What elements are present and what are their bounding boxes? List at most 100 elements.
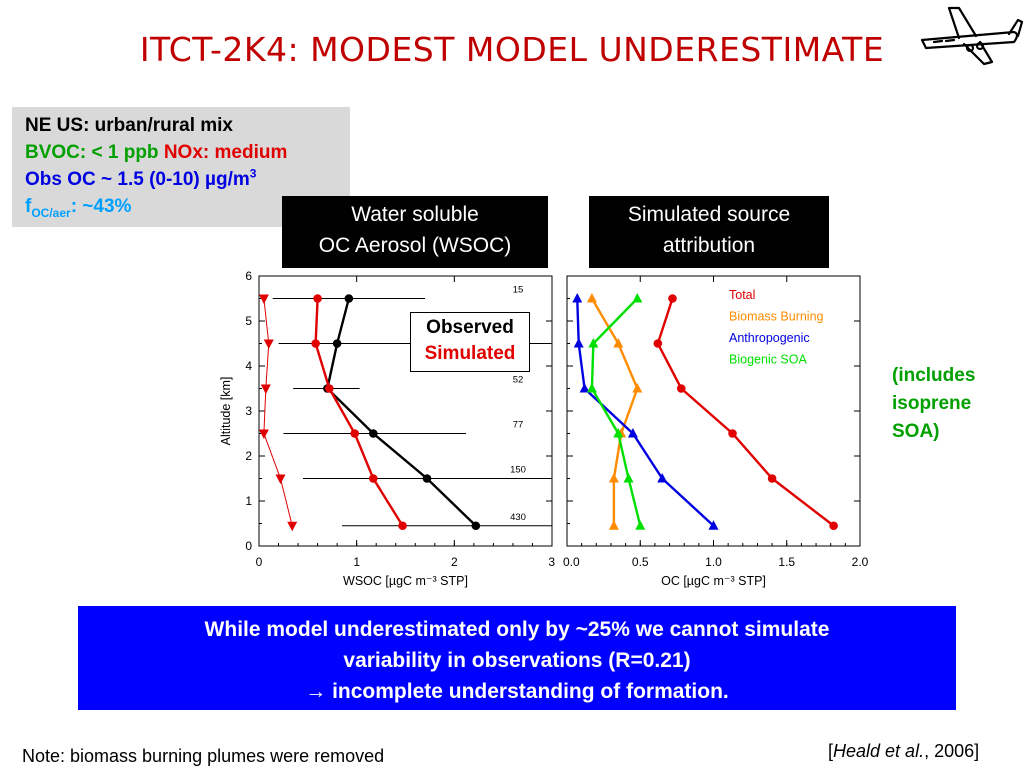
- oc-data-point: [632, 293, 643, 303]
- oc-series-line-2: [576, 298, 715, 527]
- conclusion-box: While model underestimated only by ~25% …: [78, 606, 956, 710]
- oc-data-point: [653, 339, 663, 348]
- oc-data-point: [608, 473, 619, 483]
- foc-label: f: [25, 196, 32, 217]
- isoprene-note: (includes isoprene SOA): [892, 362, 975, 446]
- citation-rest: , 2006]: [924, 741, 980, 761]
- oc-data-point: [579, 383, 590, 393]
- isoprene-note-line3: SOA): [892, 421, 940, 442]
- slide-title: ITCT-2K4: MODEST MODEL UNDERESTIMATE: [139, 30, 885, 69]
- oc-data-point: [767, 474, 777, 483]
- oc-data-point: [573, 338, 584, 348]
- wsoc-data-point: [368, 474, 378, 483]
- foc-subscript: OC/aer: [31, 205, 71, 220]
- oc-data-point: [676, 384, 686, 393]
- oc-data-point: [728, 429, 737, 438]
- nox-text: NOx: medium: [163, 142, 288, 163]
- bvoc-text: BVOC: < 1 ppb: [25, 142, 159, 163]
- wsoc-data-point: [398, 521, 407, 531]
- oc-series-line-0: [656, 298, 835, 527]
- wsoc-data-point: [344, 294, 354, 303]
- wsoc-x-axis-label: WSOC [µgC m⁻³ STP]: [343, 574, 468, 588]
- conclusion-line1: While model underestimated only by ~25% …: [204, 618, 830, 641]
- wsoc-header-line2: OC Aerosol (WSOC): [318, 234, 512, 257]
- wsoc-header-box: Water soluble OC Aerosol (WSOC): [282, 196, 548, 268]
- wsoc-data-point: [350, 429, 360, 438]
- wsoc-y-tick-label: 1: [245, 494, 252, 508]
- oc-series-line-3: [590, 297, 642, 527]
- oc-x-axis-label: OC [µgC m⁻³ STP]: [661, 574, 766, 588]
- wsoc-data-point: [260, 384, 271, 394]
- oc-data-point: [572, 293, 583, 303]
- citation-authors: Heald et al.: [833, 741, 925, 761]
- wsoc-sample-count: 77: [513, 420, 524, 431]
- legend-observed: Observed: [426, 317, 514, 338]
- obs-oc-superscript: 3: [249, 166, 257, 181]
- wsoc-x-tick-label: 2: [451, 555, 458, 569]
- wsoc-data-point: [258, 294, 269, 304]
- legend-simulated: Simulated: [424, 343, 516, 364]
- isoprene-note-line1: (includes: [892, 365, 976, 386]
- obs-oc-text: Obs OC ~ 1.5 (0-10) µg/m: [25, 169, 250, 190]
- wsoc-data-point: [275, 474, 286, 484]
- oc-legend-entry: Biogenic SOA: [729, 353, 807, 367]
- isoprene-note-line2: isoprene: [892, 393, 972, 414]
- wsoc-data-point: [422, 474, 432, 483]
- oc-data-point: [613, 338, 624, 348]
- footnote: Note: biomass burning plumes were remove…: [22, 746, 385, 766]
- oc-data-point: [613, 428, 624, 438]
- oc-data-point: [635, 520, 646, 530]
- citation-open: [: [828, 741, 834, 761]
- oc-data-point: [627, 428, 638, 438]
- wsoc-sample-count: 150: [510, 465, 526, 476]
- oc-data-point: [657, 473, 668, 483]
- wsoc-header-line1: Water soluble: [351, 203, 479, 226]
- wsoc-y-axis-label: Altitude [km]: [219, 377, 233, 446]
- campaign-info-box: NE US: urban/rural mix BVOC: < 1 ppb NOx…: [12, 107, 350, 227]
- wsoc-data-point: [368, 429, 378, 438]
- wsoc-sample-count: 15: [513, 285, 524, 296]
- citation: [Heald et al., 2006]: [828, 741, 979, 762]
- wsoc-y-tick-label: 2: [245, 449, 252, 463]
- oc-data-point: [586, 293, 597, 303]
- oc-x-tick-label: 0.5: [632, 555, 649, 569]
- oc-data-point: [708, 520, 719, 530]
- wsoc-data-point: [325, 384, 334, 393]
- wsoc-data-point: [263, 339, 274, 349]
- wsoc-y-tick-label: 5: [245, 314, 252, 328]
- wsoc-data-point: [311, 339, 320, 348]
- wsoc-data-point: [332, 339, 342, 348]
- wsoc-y-tick-label: 6: [245, 269, 252, 283]
- oc-data-point: [586, 383, 597, 393]
- wsoc-sample-count: 430: [510, 512, 526, 523]
- wsoc-data-point: [471, 521, 481, 531]
- wsoc-series-line-1: [314, 298, 404, 527]
- oc-series-line-1: [590, 297, 639, 526]
- wsoc-x-tick-label: 0: [256, 555, 263, 569]
- oc-x-tick-label: 0.0: [563, 555, 580, 569]
- oc-legend-entry: Anthropogenic: [729, 331, 810, 345]
- source-header-line1: Simulated source: [627, 203, 791, 226]
- wsoc-data-point: [287, 521, 298, 532]
- oc-legend-entry: Total: [729, 288, 755, 302]
- wsoc-y-tick-label: 0: [245, 539, 252, 553]
- conclusion-line2: variability in observations (R=0.21): [343, 649, 691, 672]
- airplane-icon: [920, 6, 1024, 66]
- oc-legend-entry: Biomass Burning: [729, 310, 824, 324]
- wsoc-series-line-0: [326, 298, 477, 527]
- oc-data-point: [608, 520, 619, 530]
- observed-simulated-legend: Observed Simulated: [410, 312, 530, 372]
- oc-data-point: [588, 338, 599, 348]
- oc-data-point: [623, 473, 634, 483]
- oc-x-tick-label: 1.0: [705, 555, 722, 569]
- foc-value: : ~43%: [70, 196, 132, 217]
- wsoc-series-line-2: [263, 298, 293, 526]
- oc-data-point: [632, 383, 643, 393]
- wsoc-data-point: [313, 294, 322, 303]
- region-text: NE US: urban/rural mix: [25, 115, 233, 136]
- oc-x-tick-label: 1.5: [778, 555, 795, 569]
- conclusion-line3: → incomplete understanding of formation.: [305, 680, 729, 703]
- oc-data-point: [668, 294, 677, 303]
- wsoc-y-tick-label: 4: [245, 359, 252, 373]
